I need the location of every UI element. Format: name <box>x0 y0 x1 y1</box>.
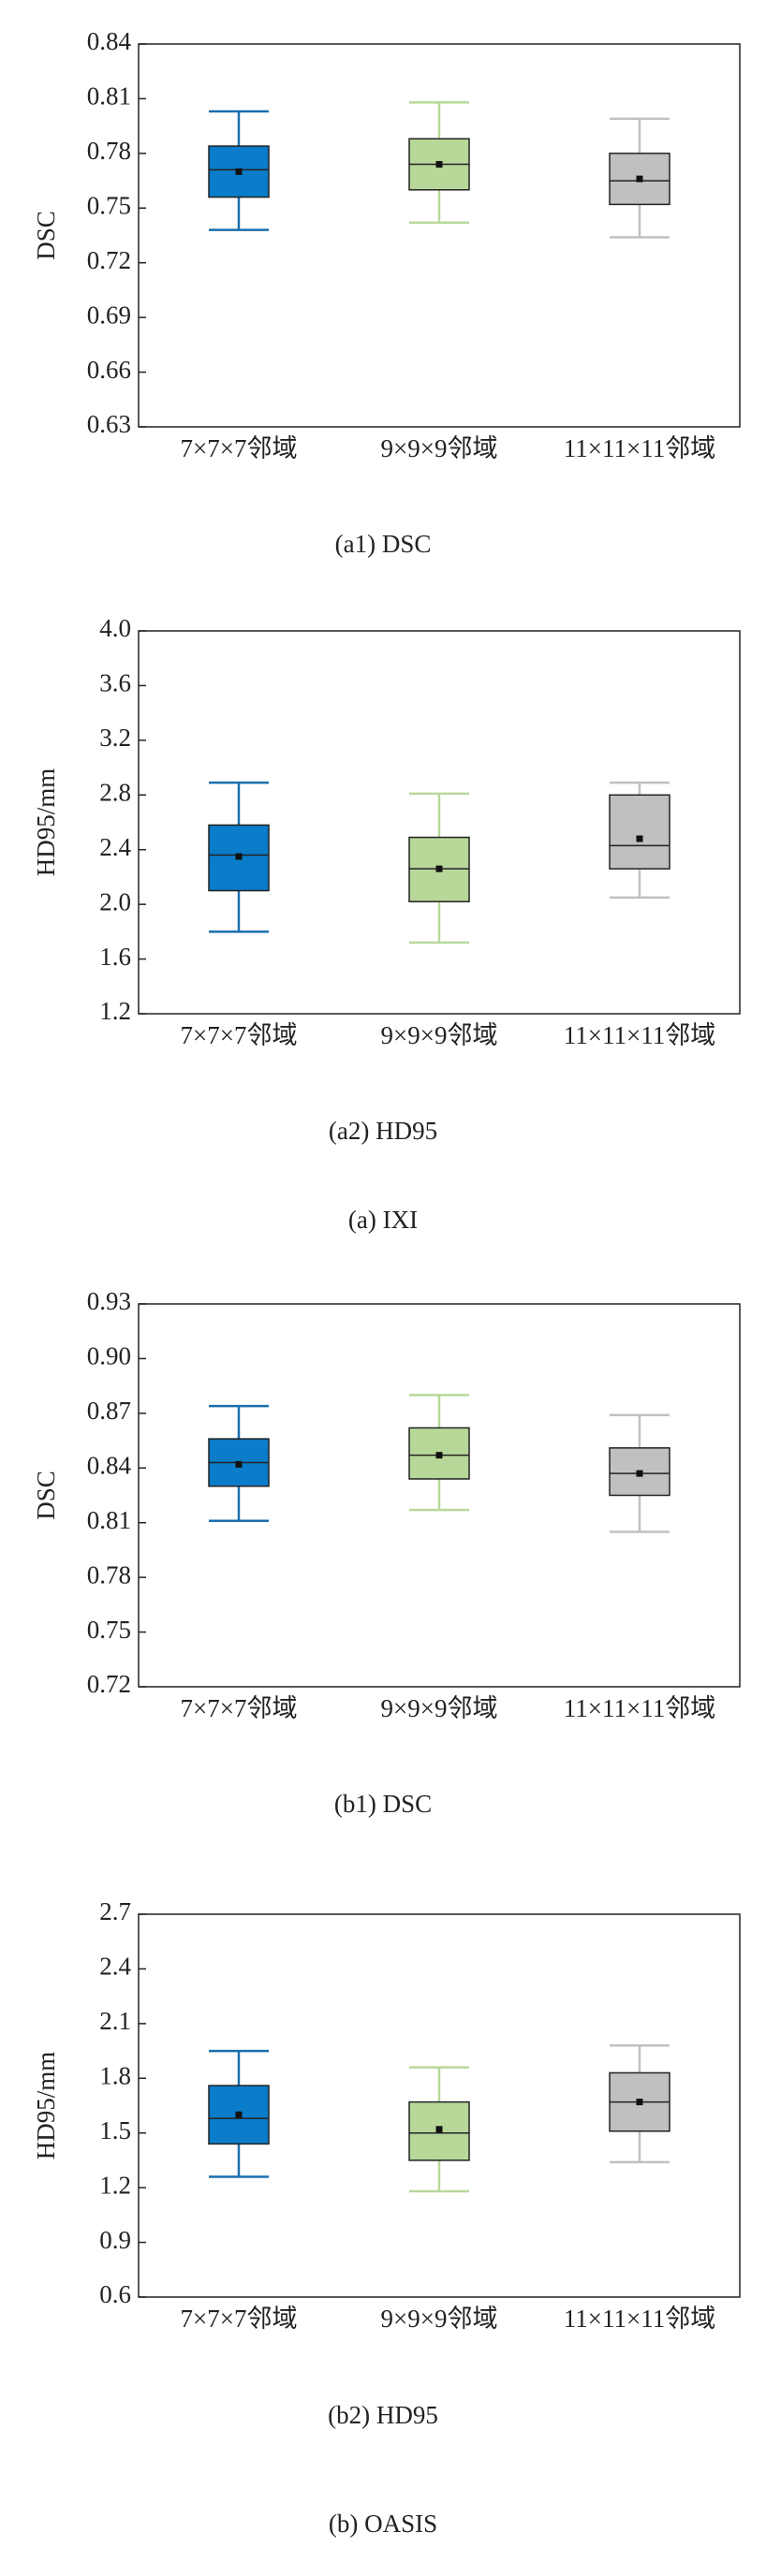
y-tick-label: 0.72 <box>87 1670 131 1698</box>
y-tick-label: 0.87 <box>87 1397 131 1425</box>
mean <box>235 853 243 860</box>
y-tick-label: 0.63 <box>87 410 131 438</box>
mean <box>235 2111 243 2118</box>
mean <box>636 835 643 842</box>
y-tick-label: 2.7 <box>99 1897 131 1925</box>
x-tick-label: 9×9×9邻域 <box>381 2305 498 2333</box>
x-tick-label: 11×11×11邻域 <box>564 1021 715 1049</box>
y-axis-label: DSC <box>32 211 60 260</box>
mean <box>636 175 643 183</box>
caption: (b1) DSC <box>334 1790 432 1818</box>
y-tick-label: 0.93 <box>87 1287 131 1315</box>
x-tick-label: 7×7×7邻域 <box>181 434 298 462</box>
caption: (a2) HD95 <box>329 1117 437 1145</box>
x-tick-label: 9×9×9邻域 <box>381 434 498 462</box>
y-tick-label: 2.8 <box>99 778 131 806</box>
x-tick-label: 9×9×9邻域 <box>381 1021 498 1049</box>
x-tick-label: 11×11×11邻域 <box>564 1694 715 1722</box>
mean <box>235 168 243 175</box>
y-tick-label: 1.8 <box>99 2061 131 2089</box>
y-tick-label: 0.81 <box>87 82 131 110</box>
y-tick-label: 0.90 <box>87 1342 131 1370</box>
y-axis-label: DSC <box>32 1471 60 1520</box>
box <box>609 794 670 870</box>
mean <box>435 865 443 872</box>
y-tick-label: 3.6 <box>99 669 131 697</box>
plot-frame <box>138 43 741 428</box>
x-tick-label: 9×9×9邻域 <box>381 1694 498 1722</box>
y-tick-label: 0.78 <box>87 1560 131 1588</box>
x-tick-label: 7×7×7邻域 <box>181 1694 298 1722</box>
y-tick-label: 0.75 <box>87 1616 131 1644</box>
y-tick-label: 0.84 <box>87 1451 132 1479</box>
y-tick-label: 2.0 <box>99 887 131 915</box>
y-tick-label: 1.5 <box>99 2116 131 2144</box>
y-tick-label: 0.69 <box>87 300 131 329</box>
y-axis-label: HD95/mm <box>32 768 60 877</box>
x-tick-label: 7×7×7邻域 <box>181 2305 298 2333</box>
mean <box>636 2099 643 2106</box>
x-tick-label: 7×7×7邻域 <box>181 1021 298 1049</box>
mean <box>636 1470 643 1477</box>
x-tick-label: 11×11×11邻域 <box>564 434 715 462</box>
plot-frame <box>138 630 741 1015</box>
y-tick-label: 0.75 <box>87 191 131 219</box>
mean <box>435 2126 443 2133</box>
caption: (b2) HD95 <box>328 2401 438 2429</box>
y-axis-label: HD95/mm <box>32 2052 60 2160</box>
y-tick-label: 0.66 <box>87 356 131 384</box>
y-tick-label: 1.2 <box>99 2171 131 2199</box>
mean <box>435 161 443 168</box>
plot-frame <box>138 1303 741 1688</box>
caption: (a1) DSC <box>335 530 432 558</box>
y-tick-label: 2.4 <box>99 1953 131 1981</box>
y-tick-label: 0.72 <box>87 246 131 274</box>
y-tick-label: 1.2 <box>99 997 131 1025</box>
y-tick-label: 3.2 <box>99 724 131 752</box>
group-caption: (b) OASIS <box>329 2510 437 2538</box>
y-tick-label: 1.6 <box>99 943 131 971</box>
group-caption: (a) IXI <box>348 1206 418 1234</box>
mean <box>435 1452 443 1459</box>
y-tick-label: 4.0 <box>99 614 131 642</box>
y-tick-label: 2.1 <box>99 2007 131 2035</box>
y-tick-label: 0.9 <box>99 2226 131 2254</box>
y-tick-label: 0.84 <box>87 27 132 55</box>
y-tick-label: 0.81 <box>87 1506 131 1534</box>
mean <box>235 1460 243 1468</box>
y-tick-label: 0.6 <box>99 2280 131 2308</box>
x-tick-label: 11×11×11邻域 <box>564 2305 715 2333</box>
y-tick-label: 2.4 <box>99 833 131 861</box>
y-tick-label: 0.78 <box>87 137 131 165</box>
plot-frame <box>138 1913 741 2298</box>
